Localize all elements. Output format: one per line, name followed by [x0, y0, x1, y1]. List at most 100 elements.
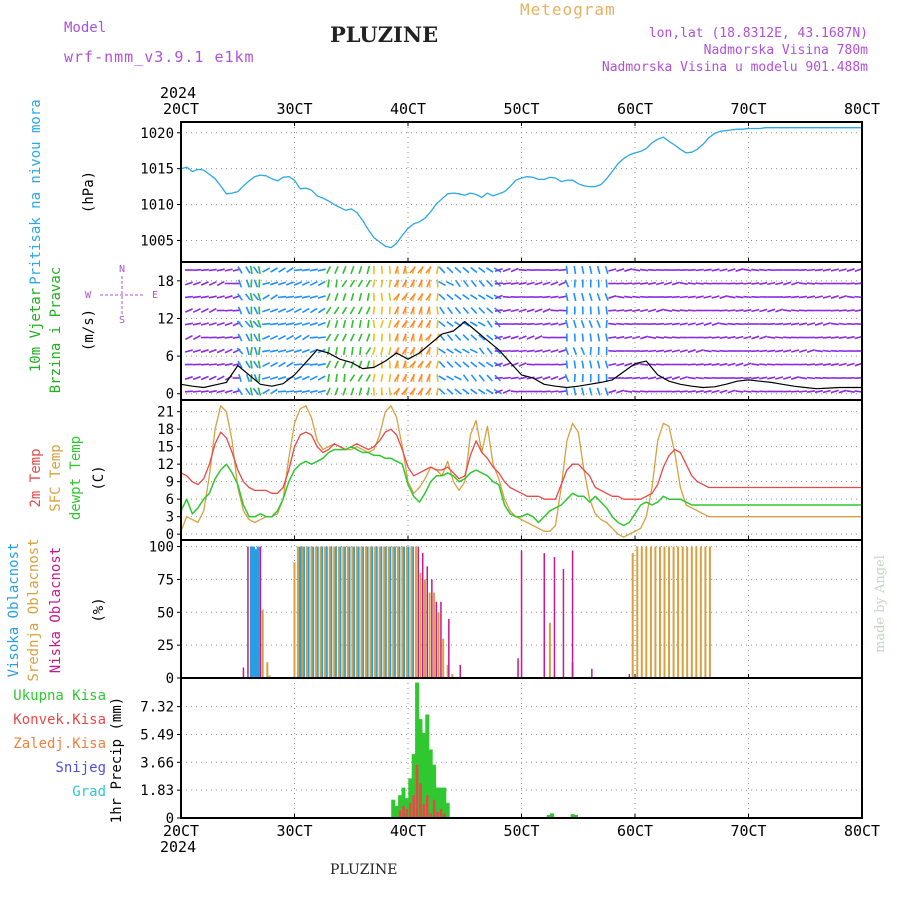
wind-arrow [775, 281, 784, 286]
wind-arrow [558, 349, 567, 353]
wind-arrow [703, 268, 712, 272]
cloud-bar [659, 546, 661, 678]
wind-arrow [759, 308, 768, 313]
precip-legend-label: Grad [72, 784, 106, 800]
wind-arrow [326, 266, 332, 274]
wind-arrow [253, 346, 258, 356]
wind-arrow [719, 309, 728, 312]
wind-arrow [783, 295, 792, 299]
cloud-bar [319, 546, 322, 678]
wind-arrow [655, 308, 665, 313]
wind-arrow [409, 279, 416, 288]
cloud-bar [355, 546, 358, 678]
wind-arrow [494, 376, 503, 380]
wind-arrow [439, 306, 445, 315]
wind-arrow [782, 376, 792, 380]
wind-arrow [402, 333, 407, 342]
wind-arrow [359, 346, 362, 356]
wind-arrow [262, 388, 271, 395]
wind-arrow [679, 349, 688, 353]
wind-arrow [510, 282, 519, 285]
wind-arrow [388, 360, 391, 369]
wind-arrow [534, 308, 543, 313]
wind-arrow [334, 319, 339, 329]
wind-arrow [806, 348, 815, 354]
wind-arrow [751, 376, 760, 380]
wind-arrow [237, 333, 243, 342]
wind-arrow [751, 295, 760, 299]
precip-legend-label: Ukupna Kisa [13, 688, 106, 704]
wind-arrow [317, 295, 326, 299]
model-value: wrf-nmm_v3.9.1 e1km [64, 48, 255, 66]
compass-west: W [85, 290, 92, 301]
wind-arrow [775, 336, 784, 339]
cloud-bar [411, 546, 414, 678]
footer-station: PLUZINE [330, 862, 398, 878]
wind-arrow [401, 347, 408, 355]
cloud-bar [369, 546, 372, 678]
wind-arrow [526, 376, 535, 380]
cloud-bar [451, 674, 454, 678]
precip-bar [435, 787, 440, 818]
wind-arrow [478, 279, 486, 288]
clouds-ytick-label: 25 [157, 638, 174, 654]
wind-arrow [565, 319, 569, 329]
wind-arrow [208, 348, 217, 354]
cloud-bar [396, 546, 399, 678]
cloud-bar [328, 546, 331, 678]
wind-arrow [502, 362, 511, 367]
wind-arrow [640, 295, 649, 299]
wind-arrow [366, 292, 370, 302]
temperature-ytick-label: 12 [157, 457, 174, 473]
wind-arrow [410, 306, 415, 315]
wind-arrow [703, 295, 712, 299]
wind-arrow [486, 320, 493, 328]
precip-bar [426, 795, 429, 818]
cloud-bar [306, 546, 310, 678]
wind-arrow [727, 362, 736, 367]
wind-arrow [293, 281, 302, 286]
wind-arrow [270, 308, 279, 313]
wind-arrow [409, 266, 416, 274]
cloud-mid-ylabel: Srednja Oblacnost [26, 538, 42, 681]
wind-arrow [719, 349, 728, 353]
wind-arrow [640, 390, 649, 393]
wind-arrow [367, 319, 370, 329]
wind-arrow [822, 321, 831, 327]
precip-bar [415, 682, 420, 818]
wind-arrow [632, 268, 641, 272]
pressure-ylabel: Pritisak na nivou mora [28, 99, 44, 284]
wind-arrow [326, 346, 331, 356]
cloud-bar [347, 546, 351, 678]
wind-arrow [277, 376, 287, 380]
wind-arrow [317, 280, 326, 287]
wind-arrow [767, 363, 776, 366]
wind-arrow [767, 349, 776, 353]
cloud-bar [397, 546, 401, 678]
wind-arrow [286, 361, 294, 368]
wind-arrow [534, 322, 543, 326]
wind-arrow [393, 293, 400, 301]
wind-arrow [616, 309, 625, 312]
precip-bar [436, 811, 439, 818]
precip-bar [442, 787, 447, 818]
wind-arrow [624, 309, 633, 312]
wind-arrow [846, 335, 855, 340]
wind-arrow [278, 267, 286, 273]
wind-arrow [470, 307, 478, 314]
wind-arrow [743, 268, 752, 272]
wind-arrow [417, 374, 423, 382]
precip-legend-label: Konvek.Kisa [13, 712, 106, 728]
wind-arrow [639, 268, 649, 272]
wind-arrow [564, 346, 569, 356]
wind-arrow [616, 335, 625, 340]
wind-arrow [293, 307, 302, 314]
model-label: Model [64, 20, 107, 36]
wind-arrow [278, 334, 286, 341]
wind-arrow [564, 279, 570, 288]
wind-arrow [510, 335, 519, 340]
sfc-temp-line [180, 405, 862, 538]
wind-arrow [388, 387, 392, 396]
cloud-bar [571, 550, 574, 678]
wind-arrow [830, 309, 839, 312]
